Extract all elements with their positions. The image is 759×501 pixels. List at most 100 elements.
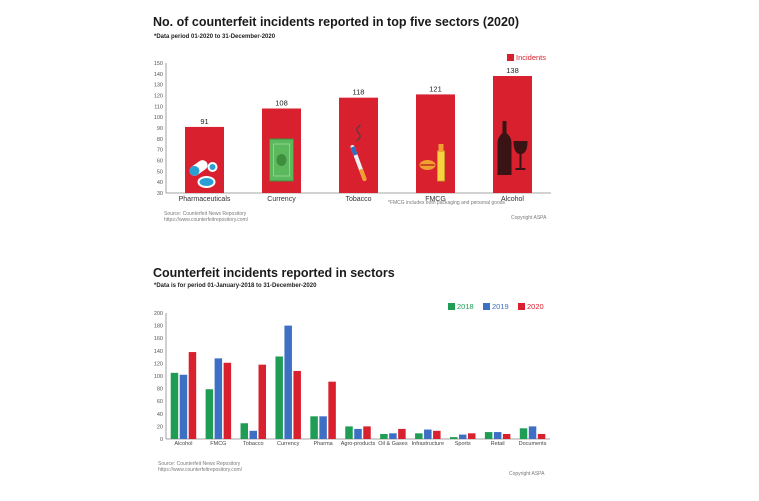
- chart2-bar-2019: [389, 433, 397, 439]
- chart1-data-label: 91: [200, 117, 208, 126]
- chart2-bar-2019: [493, 432, 502, 439]
- chart2-x-tick-label: FMCG: [210, 441, 226, 447]
- chart2-bar-2018: [449, 437, 458, 439]
- chart2-source: Source: Counterfeit News Repository: [158, 461, 241, 467]
- chart2-bar-2019: [528, 426, 537, 439]
- chart2-copyright: Copyright ASPA: [509, 471, 545, 477]
- chart2-legend-2018: 2018: [448, 302, 474, 311]
- chart2-y-tick-label: 40: [157, 412, 163, 418]
- chart2-x-tick-label: Tobacco: [243, 441, 264, 447]
- chart1-copyright: Copyright ASPA: [511, 215, 547, 221]
- chart1-legend-label: Incidents: [516, 53, 547, 62]
- legend-swatch-2020: [518, 303, 525, 310]
- chart1-legend-swatch: [507, 54, 514, 61]
- chart1-y-tick-label: 50: [157, 169, 163, 175]
- chart1-y-tick-label: 150: [154, 61, 163, 67]
- chart2-title: Counterfeit incidents reported in sector…: [153, 266, 395, 280]
- chart2-y-tick-label: 200: [154, 311, 163, 317]
- chart1-y-tick-label: 130: [154, 83, 163, 89]
- chart2-x-tick-label: Documents: [519, 441, 547, 447]
- banknote-icon: [269, 138, 294, 182]
- chart1-data-label: 108: [275, 99, 288, 108]
- chart2-bar-2019: [249, 430, 258, 439]
- chart2-bar-2019: [424, 429, 432, 439]
- chart1-data-label: 121: [429, 84, 442, 93]
- chart2-y-tick-label: 140: [154, 349, 163, 355]
- chart2-y-tick-label: 60: [157, 399, 163, 405]
- legend-label-2018: 2018: [457, 302, 474, 311]
- chart1-y-tick-label: 60: [157, 159, 163, 165]
- chart1-source: Source: Counterfeit News Repository: [164, 211, 247, 217]
- chart2-x-tick-label: Agro-products: [341, 441, 376, 447]
- chart1-y-tick-label: 40: [157, 180, 163, 186]
- chart2-bar-2019: [179, 374, 188, 439]
- chart2-source-url: https://www.counterfeitrepository.com/: [158, 467, 243, 473]
- chart2-bar-2018: [205, 389, 214, 439]
- chart2-bar-2019: [354, 428, 362, 439]
- chart2-y-tick-label: 0: [160, 437, 163, 443]
- chart2-bar-2019: [319, 416, 327, 439]
- chart2-x-tick-label: Alcohol: [174, 441, 192, 447]
- chart2-bar-2020: [293, 370, 301, 439]
- chart2-x-tick-label: Sports: [455, 441, 471, 447]
- chart2-bar-2020: [502, 433, 511, 439]
- chart2-y-tick-label: 120: [154, 361, 163, 367]
- chart2-bar-2020: [258, 364, 267, 439]
- lipstick-icon: [419, 144, 445, 182]
- pill-icon: [189, 160, 218, 188]
- chart2-bar-2018: [484, 432, 493, 439]
- chart2-bar-2020: [223, 362, 232, 439]
- chart2-bar-2020: [363, 426, 371, 439]
- chart1-source-url: https://www.counterfeitrepository.com/: [164, 217, 249, 223]
- chart2-bar-2020: [188, 352, 197, 439]
- chart2-bar-2018: [275, 356, 283, 439]
- chart2-bar-2020: [467, 433, 476, 439]
- chart2-x-tick-label: Infrastructure: [412, 441, 444, 447]
- chart2-bar-2019: [214, 358, 223, 439]
- chart1-bar-group: [262, 108, 301, 193]
- chart2-legend-2020: 2020: [518, 302, 544, 311]
- chart2-bar-2019: [458, 434, 467, 439]
- chart2-bar-2018: [345, 426, 353, 439]
- chart1-bar-group: [416, 94, 455, 193]
- chart2-bar-2018: [170, 372, 179, 439]
- chart1-x-tick-label: Tobacco: [345, 196, 371, 203]
- legend-label-2019: 2019: [492, 302, 509, 311]
- legend-swatch-2018: [448, 303, 455, 310]
- chart2-bar-2018: [380, 433, 388, 439]
- chart2-x-tick-label: Oil & Gases: [378, 441, 408, 447]
- chart2-bar-2018: [240, 423, 249, 439]
- chart1-bar-group: [339, 97, 378, 193]
- chart1-x-tick-label: Alcohol: [501, 196, 524, 203]
- wine-bottle-icon: [497, 121, 528, 175]
- chart1-x-tick-label: FMCG: [425, 196, 446, 203]
- chart1-bar-group: [185, 126, 224, 193]
- chart1-note: *FMCG includes both packaging and person…: [388, 200, 506, 206]
- chart1-y-tick-label: 80: [157, 137, 163, 143]
- chart2-x-tick-label: Retail: [491, 441, 505, 447]
- legend-swatch-2019: [483, 303, 490, 310]
- chart2-bar-2018: [519, 428, 528, 439]
- cigarette-icon: [350, 124, 367, 181]
- chart1-y-tick-label: 70: [157, 148, 163, 154]
- chart1-y-tick-label: 140: [154, 72, 163, 78]
- chart1-title: No. of counterfeit incidents reported in…: [153, 15, 520, 29]
- chart1-subtitle: *Data period 01-2020 to 31-December-2020: [154, 34, 276, 40]
- chart2-bar-2020: [537, 433, 546, 439]
- chart1-bar-fmcg: [416, 94, 455, 193]
- chart2-legend-2019: 2019: [483, 302, 509, 311]
- chart2-y-tick-label: 100: [154, 374, 163, 380]
- chart1-y-tick-label: 110: [154, 104, 163, 110]
- chart2-y-tick-label: 180: [154, 324, 163, 330]
- chart1-y-tick-label: 90: [157, 126, 163, 132]
- chart1-bar-group: [493, 76, 532, 193]
- chart1-y-tick-label: 30: [157, 191, 163, 197]
- chart1-legend: Incidents: [507, 53, 546, 62]
- chart2-y-tick-label: 80: [157, 387, 163, 393]
- chart2-bar-2019: [284, 325, 292, 439]
- chart2-y-tick-label: 20: [157, 424, 163, 430]
- chart1-data-label: 118: [353, 88, 365, 97]
- chart2-bar-2018: [310, 416, 318, 439]
- chart1-y-tick-label: 120: [154, 94, 163, 100]
